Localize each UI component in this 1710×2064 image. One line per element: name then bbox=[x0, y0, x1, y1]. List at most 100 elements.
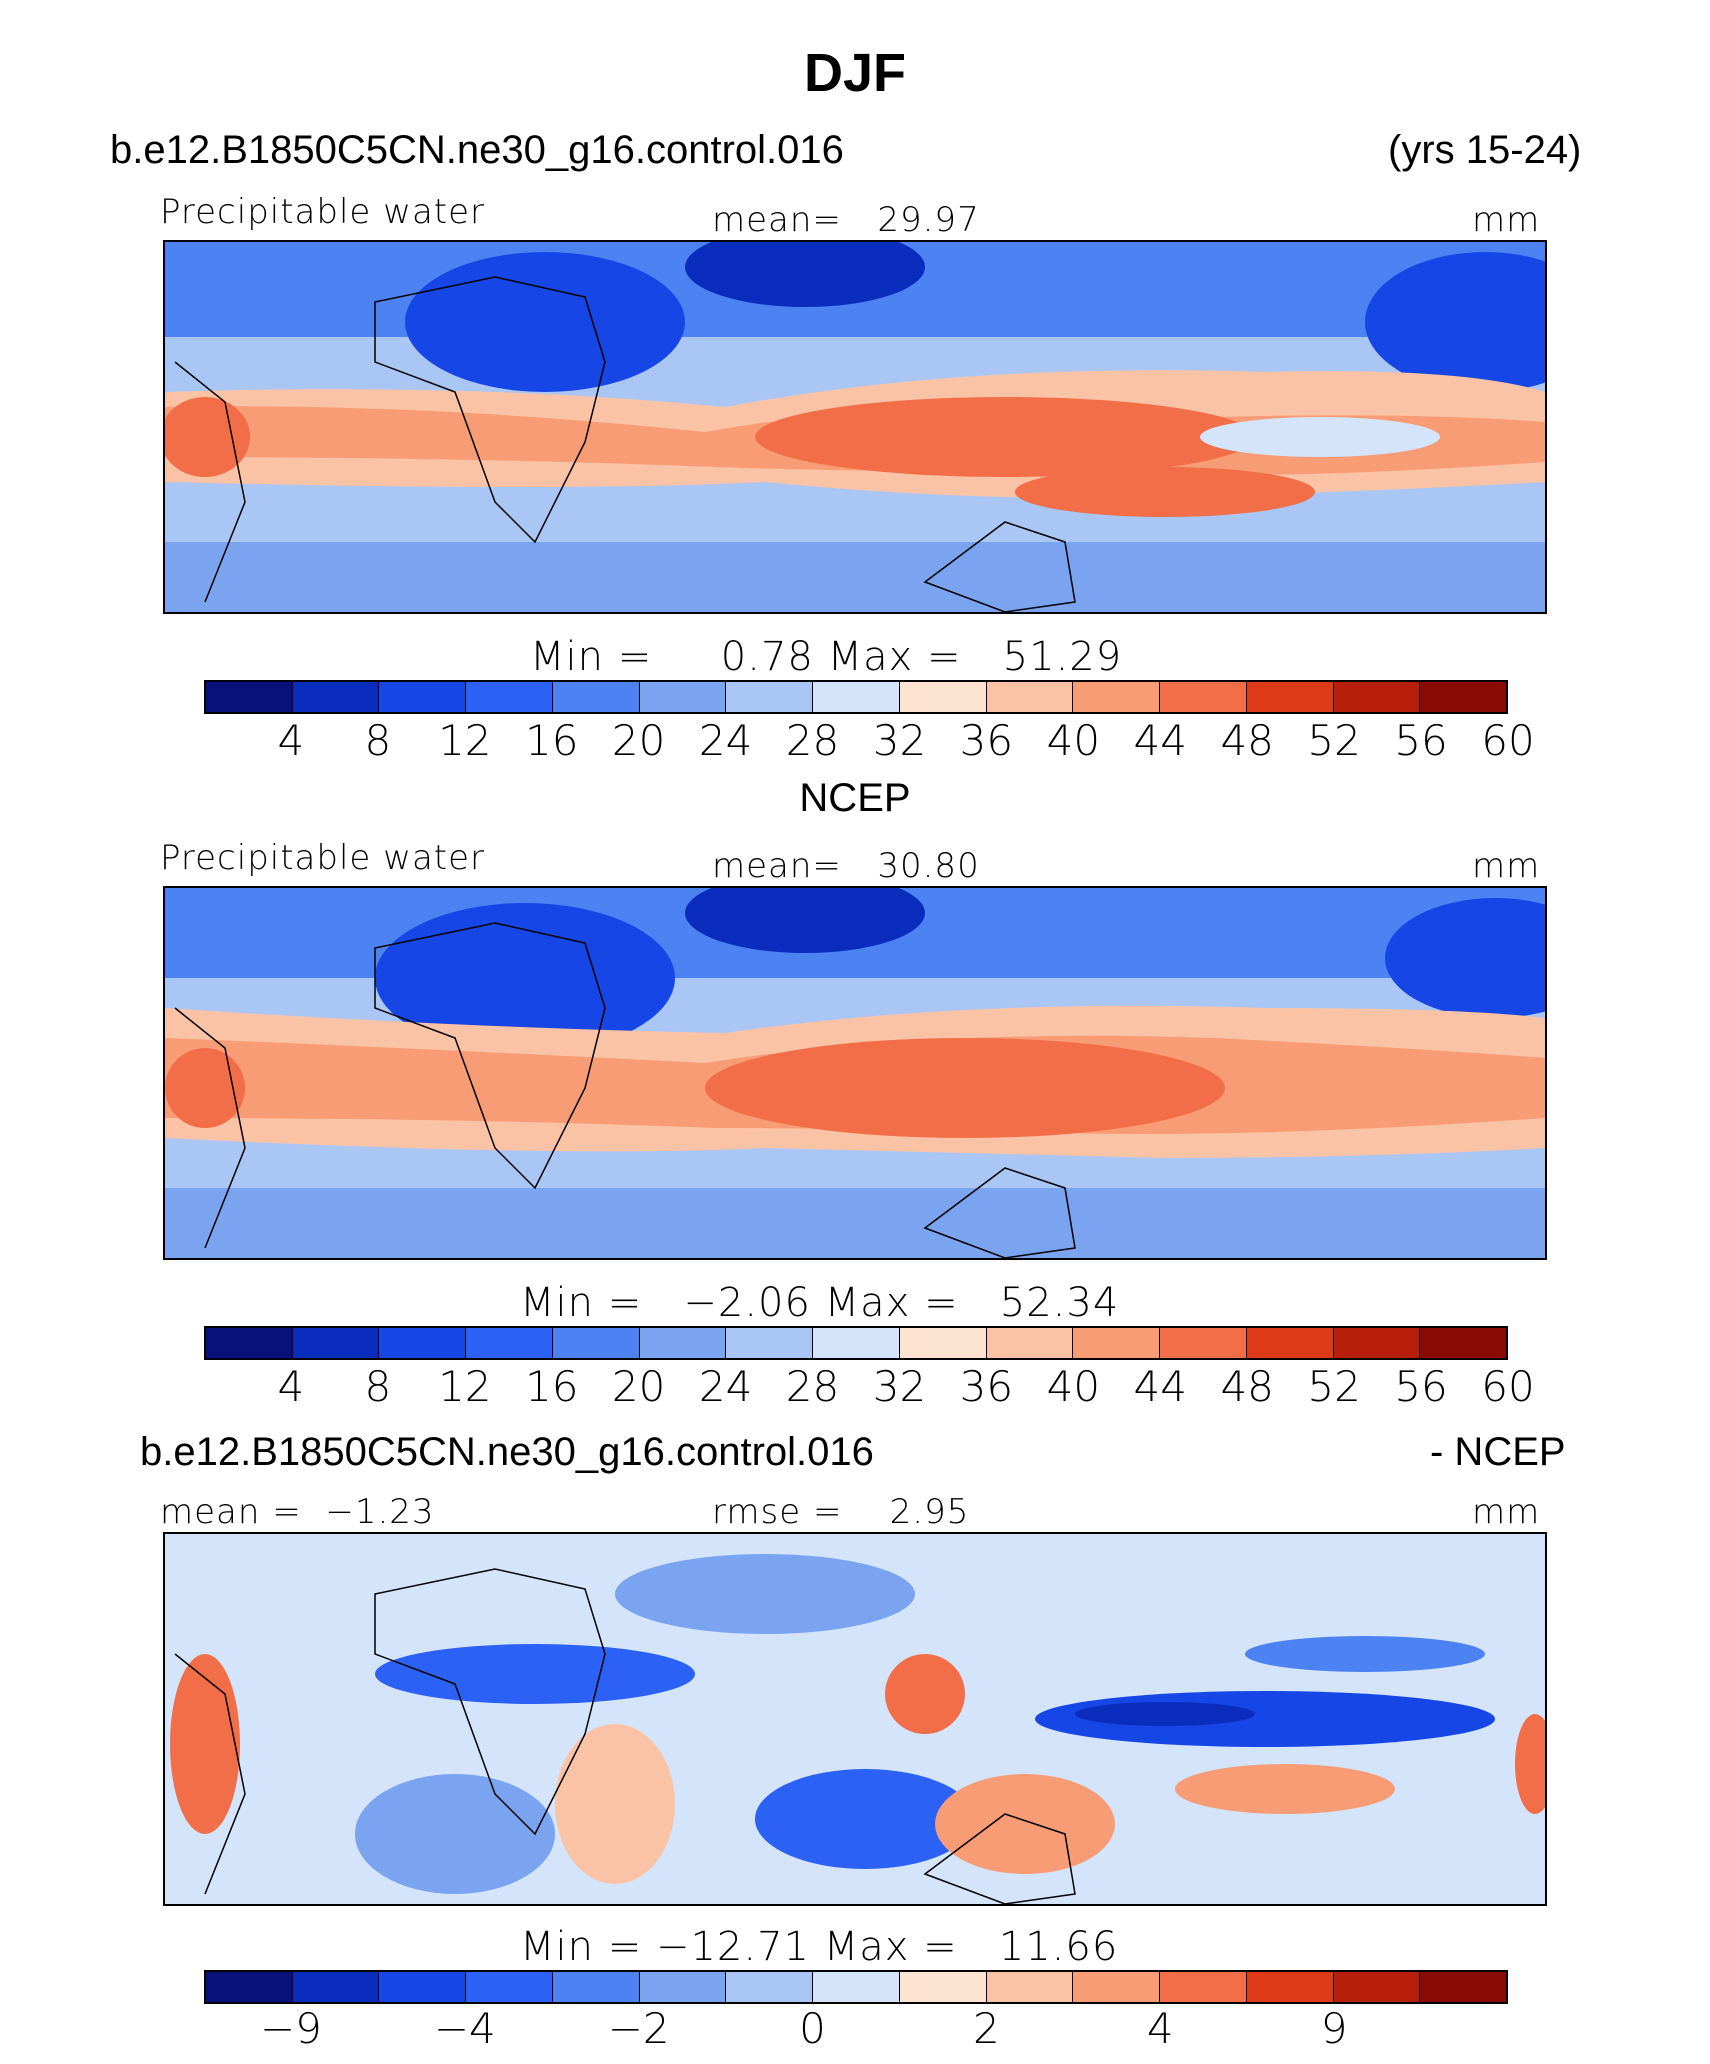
colorbar-cell bbox=[1073, 1972, 1161, 2002]
panel1-variable: Precipitable water bbox=[160, 192, 486, 232]
colorbar-cell bbox=[292, 1972, 380, 2002]
panel2-map-svg bbox=[165, 888, 1545, 1258]
colorbar-cell bbox=[986, 1972, 1074, 2002]
colorbar-tick-label: 60 bbox=[1481, 1362, 1535, 1411]
colorbar-cell bbox=[379, 682, 467, 712]
colorbar-tick-label: 32 bbox=[872, 1362, 927, 1411]
colorbar-cell bbox=[466, 682, 553, 712]
colorbar-cell bbox=[1333, 682, 1421, 712]
colorbar-tick-label: 32 bbox=[872, 716, 927, 765]
panel2-units: mm bbox=[1472, 846, 1541, 886]
panel1-min-value: 0.78 bbox=[720, 634, 814, 680]
colorbar-cell bbox=[899, 1328, 987, 1358]
colorbar-tick-label: 36 bbox=[959, 1362, 1014, 1411]
colorbar-tick-label: 52 bbox=[1307, 716, 1361, 765]
panel2-mean-label: mean= bbox=[712, 846, 842, 886]
colorbar-cell bbox=[1160, 682, 1247, 712]
colorbar-tick-label: 4 bbox=[1146, 2004, 1174, 2053]
panel3-min-label: Min = bbox=[520, 1924, 643, 1970]
panel3-rmse-label: rmse = bbox=[712, 1492, 843, 1532]
colorbar-tick-label: 40 bbox=[1046, 1362, 1101, 1411]
colorbar-tick-label: 0 bbox=[799, 2004, 826, 2053]
panel1-units: mm bbox=[1472, 200, 1541, 240]
colorbar-cell bbox=[552, 1328, 640, 1358]
panel2-colorbar bbox=[204, 1326, 1508, 1360]
colorbar-cell bbox=[1420, 682, 1507, 712]
panel2-map bbox=[163, 886, 1547, 1260]
panel1-minmax: Min = 0.78 Max = 51.29 bbox=[530, 634, 1122, 680]
colorbar-tick-label: 8 bbox=[364, 716, 392, 765]
panel2-minmax: Min = −2.06 Max = 52.34 bbox=[520, 1280, 1119, 1326]
colorbar-cell bbox=[1246, 1972, 1334, 2002]
colorbar-tick-label: 44 bbox=[1133, 1362, 1187, 1411]
panel1-max-value: 51.29 bbox=[1002, 634, 1123, 680]
colorbar-cell bbox=[1420, 1328, 1507, 1358]
colorbar-cell bbox=[1420, 1972, 1507, 2002]
colorbar-cell bbox=[726, 1972, 814, 2002]
colorbar-tick-label: 52 bbox=[1307, 1362, 1361, 1411]
colorbar-tick-label: 28 bbox=[785, 716, 840, 765]
colorbar-cell bbox=[292, 682, 380, 712]
panel3-right-title: - NCEP bbox=[1430, 1430, 1566, 1474]
panel3-left-title: b.e12.B1850C5CN.ne30_g16.control.016 bbox=[140, 1430, 874, 1474]
panel1-mean: mean= 29.97 bbox=[712, 200, 980, 240]
colorbar-tick-label: 4 bbox=[277, 716, 305, 765]
colorbar-tick-label: 24 bbox=[698, 716, 753, 765]
colorbar-cell bbox=[639, 1328, 727, 1358]
colorbar-cell bbox=[1160, 1972, 1247, 2002]
panel2-variable: Precipitable water bbox=[160, 838, 486, 878]
panel2-colorbar-ticks: 4 8 12 16 20 24 28 32 36 40 44 48 52 56 60 bbox=[204, 1362, 1535, 1412]
colorbar-tick-label: 20 bbox=[611, 716, 666, 765]
colorbar-cell bbox=[813, 682, 900, 712]
panel3-colorbar bbox=[204, 1970, 1508, 2004]
panel3-minmax: Min = −12.71 Max = 11.66 bbox=[520, 1924, 1118, 1970]
panel3-units: mm bbox=[1472, 1492, 1541, 1532]
colorbar-tick-label: 16 bbox=[524, 716, 579, 765]
colorbar-tick-label: −9 bbox=[259, 2004, 322, 2053]
panel3-max-label: Max = bbox=[823, 1924, 958, 1970]
colorbar-cell bbox=[1333, 1972, 1421, 2002]
colorbar-cell bbox=[813, 1972, 900, 2002]
panel3-rmse-value: 2.95 bbox=[889, 1492, 970, 1532]
panel2-min-label: Min = bbox=[520, 1280, 643, 1326]
panel1-mean-value: 29.97 bbox=[877, 200, 980, 240]
colorbar-cell bbox=[379, 1972, 467, 2002]
colorbar-cell bbox=[986, 682, 1074, 712]
panel2-mean-value: 30.80 bbox=[877, 846, 980, 886]
colorbar-tick-label: −4 bbox=[433, 2004, 496, 2053]
colorbar-cell bbox=[1246, 682, 1334, 712]
colorbar-cell bbox=[639, 682, 727, 712]
panel1-map-svg bbox=[165, 242, 1545, 612]
colorbar-cell bbox=[552, 1972, 640, 2002]
colorbar-tick-label: 56 bbox=[1394, 716, 1448, 765]
colorbar-tick-label: 36 bbox=[959, 716, 1014, 765]
colorbar-cell bbox=[986, 1328, 1074, 1358]
panel3-min-value: −12.71 bbox=[655, 1924, 810, 1970]
panel3-mean-value: −1.23 bbox=[325, 1492, 435, 1532]
panel1-mean-label: mean= bbox=[712, 200, 842, 240]
panel1-max-label: Max = bbox=[827, 634, 962, 680]
colorbar-tick-label: 56 bbox=[1394, 1362, 1448, 1411]
colorbar-tick-label: 28 bbox=[785, 1362, 840, 1411]
panel3-colorbar-ticks: −9 −4 −2 0 2 4 9 bbox=[204, 2004, 1508, 2054]
colorbar-tick-label: 48 bbox=[1220, 1362, 1274, 1411]
colorbar-cell bbox=[813, 1328, 900, 1358]
figure-title: DJF bbox=[803, 43, 906, 103]
colorbar-cell bbox=[466, 1328, 553, 1358]
colorbar-cell bbox=[1333, 1328, 1421, 1358]
colorbar-cell bbox=[206, 1972, 293, 2002]
colorbar-tick-label: 44 bbox=[1133, 716, 1187, 765]
colorbar-cell bbox=[466, 1972, 553, 2002]
colorbar-cell bbox=[1073, 1328, 1161, 1358]
colorbar-cell bbox=[899, 1972, 987, 2002]
panel3-max-value: 11.66 bbox=[998, 1924, 1119, 1970]
panel1-colorbar-ticks: 4 8 12 16 20 24 28 32 36 40 44 48 52 56 60 bbox=[204, 716, 1535, 766]
panel1-map bbox=[163, 240, 1547, 614]
colorbar-cell bbox=[1073, 682, 1161, 712]
colorbar-tick-label: 12 bbox=[438, 1362, 492, 1411]
colorbar-cell bbox=[899, 682, 987, 712]
colorbar-cell bbox=[726, 682, 814, 712]
colorbar-tick-label: 2 bbox=[973, 2004, 1000, 2053]
colorbar-cell bbox=[552, 682, 640, 712]
colorbar-cell bbox=[206, 1328, 293, 1358]
